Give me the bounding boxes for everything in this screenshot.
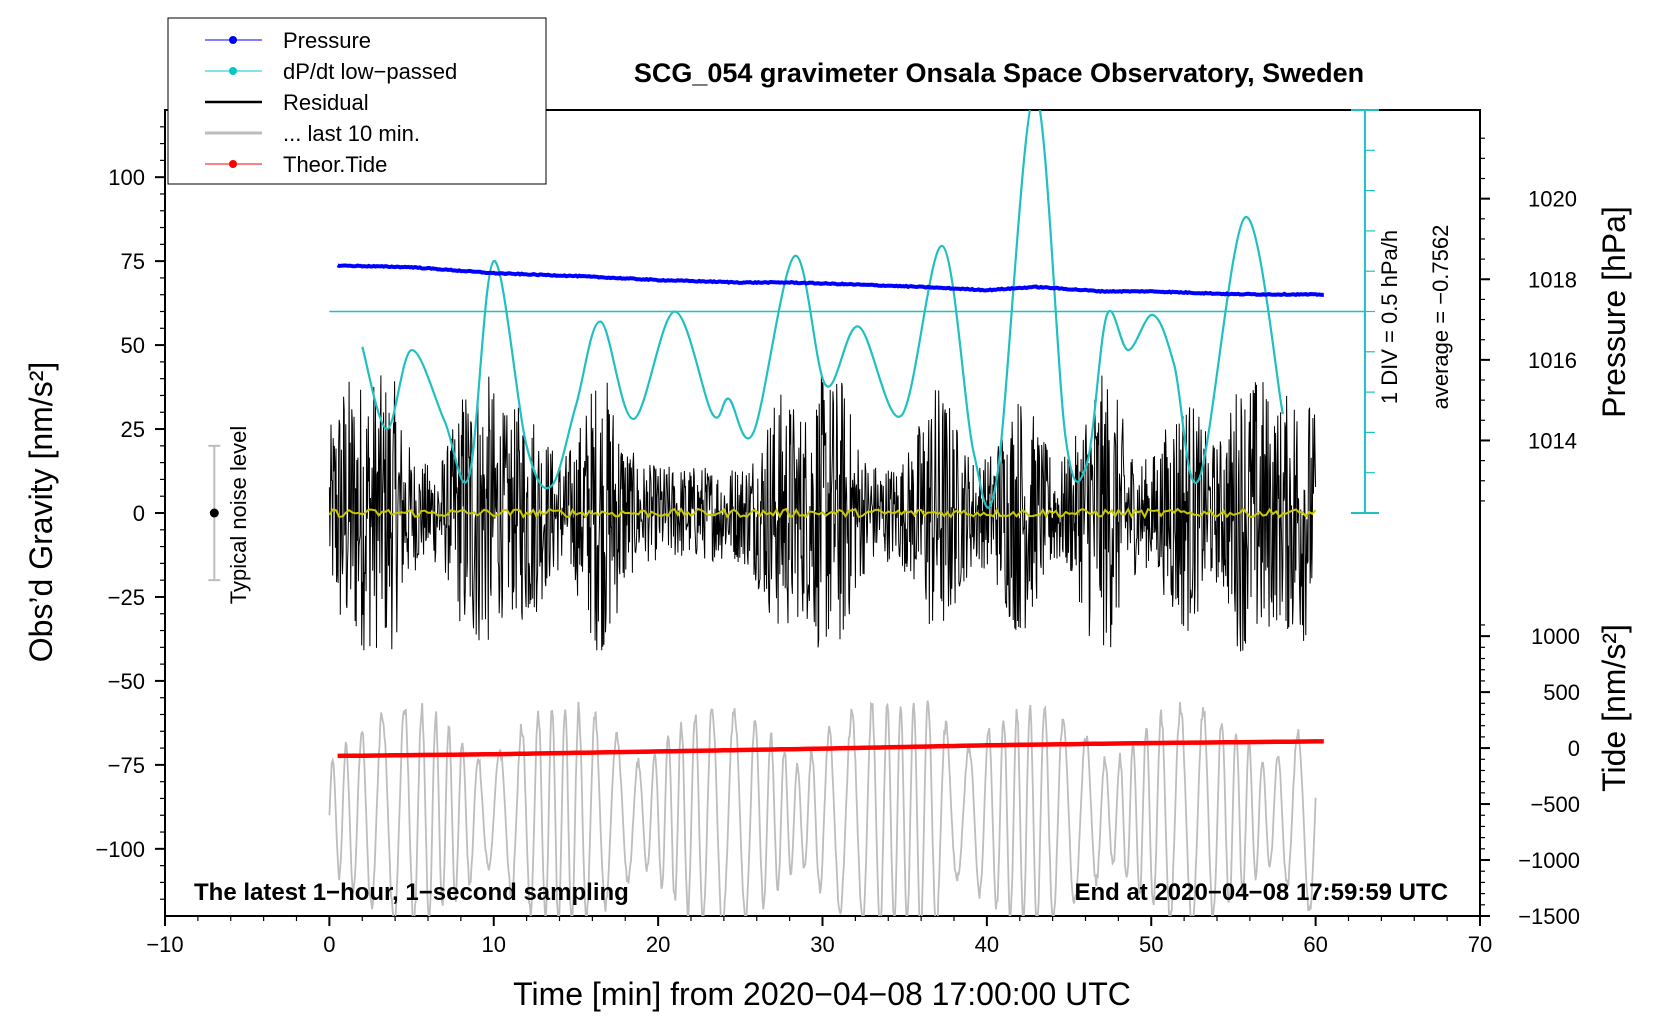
tide-tick-label: −1000 — [1518, 848, 1580, 873]
y-tick-label: 75 — [121, 249, 145, 274]
noise-bar-center — [209, 508, 219, 518]
pressure-tick-label: 1020 — [1528, 187, 1577, 212]
dpdt-series — [361, 110, 1284, 509]
x-axis-title: Time [min] from 2020−04−08 17:00:00 UTC — [513, 976, 1131, 1012]
x-tick-label: 70 — [1468, 932, 1492, 957]
dpdt-scale-bar — [1350, 109, 1379, 514]
x-tick-label: 20 — [646, 932, 670, 957]
tide-axis-title: Tide [nm/s²] — [1596, 624, 1632, 792]
pressure-tick-label: 1014 — [1528, 428, 1577, 453]
legend-label: Pressure — [283, 28, 371, 53]
legend-label: dP/dt low−passed — [283, 59, 457, 84]
legend-marker — [229, 67, 237, 75]
y-tick-label: −50 — [108, 669, 145, 694]
chart-title: SCG_054 gravimeter Onsala Space Observat… — [634, 58, 1364, 88]
y-tick-label: 0 — [133, 501, 145, 526]
y-tick-label: 100 — [108, 165, 145, 190]
tide-tick-label: 0 — [1568, 736, 1580, 761]
legend: Pressure dP/dt low−passed Residual ... last… — [167, 17, 547, 185]
y-axis-tide: 1000 500 0 −500 −1000 −1500 — [1480, 624, 1580, 929]
legend-marker — [229, 36, 237, 44]
tide-tick-label: −1500 — [1518, 904, 1580, 929]
x-tick-label: −10 — [146, 932, 183, 957]
y-tick-label: −75 — [108, 753, 145, 778]
tide-tick-label: −500 — [1530, 792, 1580, 817]
y-tick-label: −100 — [95, 837, 145, 862]
y-axis-title: Obs’d Gravity [nm/s²] — [23, 362, 59, 663]
pressure-tick-label: 1018 — [1528, 267, 1577, 292]
legend-label: Theor.Tide — [283, 152, 387, 177]
last-10-min-series — [328, 700, 1317, 916]
end-time-note: End at 2020−04−08 17:59:59 UTC — [1074, 879, 1448, 906]
dpdt-scale-label: 1 DIV = 0.5 hPa/h — [1377, 230, 1402, 404]
residual-series — [328, 375, 1317, 652]
x-tick-label: 40 — [975, 932, 999, 957]
y-tick-label: 25 — [121, 417, 145, 442]
x-tick-label: 60 — [1303, 932, 1327, 957]
tide-tick-label: 1000 — [1531, 624, 1580, 649]
pressure-series — [336, 263, 1324, 298]
legend-label: Residual — [283, 90, 369, 115]
pressure-tick-label: 1016 — [1528, 348, 1577, 373]
y-tick-label: 50 — [121, 333, 145, 358]
x-tick-label: 0 — [323, 932, 335, 957]
typical-noise-bar — [208, 444, 221, 582]
legend-marker — [229, 160, 237, 168]
y-tick-label: −25 — [108, 585, 145, 610]
pressure-axis-title: Pressure [hPa] — [1596, 206, 1632, 418]
typical-noise-label: Typical noise level — [226, 426, 251, 605]
y-axis-pressure: 1020 1018 1016 1014 — [1480, 137, 1577, 502]
tide-tick-label: 500 — [1543, 680, 1580, 705]
y-axis-gravity: 100 75 50 25 0 −25 −50 −75 −100 — [95, 126, 165, 900]
sampling-note: The latest 1−hour, 1−second sampling — [194, 879, 629, 906]
dpdt-average-label: average = −0.7562 — [1428, 225, 1453, 410]
x-tick-label: 50 — [1139, 932, 1163, 957]
x-tick-label: 30 — [810, 932, 834, 957]
tide-series — [337, 739, 1324, 759]
x-axis: −10 0 10 20 30 40 50 60 70 — [146, 916, 1492, 957]
legend-label: ... last 10 min. — [283, 121, 420, 146]
residual-mean-line — [328, 507, 1317, 520]
x-tick-label: 10 — [482, 932, 506, 957]
